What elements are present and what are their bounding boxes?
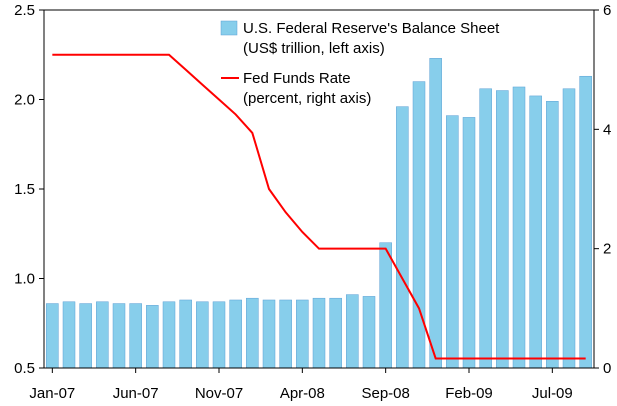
x-axis-tick-label: Jul-09: [532, 385, 573, 402]
bar-Jul-09: [546, 101, 559, 369]
bar-Jul-08: [346, 294, 359, 369]
bar-Jun-09: [529, 95, 542, 369]
legend-bar-sublabel: (US$ trillion, left axis): [243, 40, 385, 57]
bar-Mar-07: [79, 303, 92, 369]
bar-Apr-08: [296, 299, 309, 369]
bar-Oct-07: [196, 301, 209, 369]
axes: 0.5 1.0 1.5 2.0 2.5 0 2 4 6 Jan-07 Jun-07 Nov-07 Apr…: [14, 2, 611, 402]
right-axis-tick-label: 0: [603, 360, 611, 377]
x-axis-tick-label: Nov-07: [195, 385, 243, 402]
bar-Sep-09: [579, 75, 592, 369]
bar-Nov-08: [412, 81, 426, 369]
bar-Jun-07: [129, 303, 142, 369]
bar-Jan-09: [446, 115, 459, 369]
bar-Mar-08: [279, 299, 292, 369]
bar-Dec-07: [229, 299, 242, 369]
bar-Feb-09: [462, 117, 476, 369]
left-axis-tick-label: 2.5: [14, 2, 35, 19]
bar-Aug-09: [562, 88, 576, 369]
bar-Sep-07: [179, 299, 192, 369]
legend-line-sublabel: (percent, right axis): [243, 90, 371, 107]
right-axis-tick-label: 2: [603, 241, 611, 258]
bar-Aug-08: [362, 296, 376, 369]
bar-Apr-09: [496, 90, 509, 369]
left-axis-tick-label: 0.5: [14, 360, 35, 377]
right-axis-tick-label: 4: [603, 121, 611, 138]
x-axis-tick-label: Apr-08: [280, 385, 325, 402]
bar-May-09: [512, 86, 526, 369]
bar-Jan-07: [46, 303, 59, 369]
fed-funds-rate-line: [52, 53, 586, 360]
bar-May-07: [112, 303, 126, 369]
bar-Oct-08: [396, 106, 409, 369]
x-axis-tick-label: Jan-07: [29, 385, 75, 402]
legend: U.S. Federal Reserve's Balance Sheet (US…: [220, 20, 500, 107]
bar-Jun-08: [329, 297, 342, 369]
legend-bar-label: U.S. Federal Reserve's Balance Sheet: [243, 20, 500, 37]
bar-Apr-07: [96, 301, 109, 369]
x-axis-tick-label: Feb-09: [445, 385, 493, 402]
left-axis-tick-label: 1.0: [14, 271, 35, 288]
legend-line-label: Fed Funds Rate: [243, 70, 351, 87]
bar-Jan-08: [246, 297, 259, 369]
left-axis-tick-label: 1.5: [14, 181, 35, 198]
bar-Mar-09: [479, 88, 492, 369]
x-axis-tick-label: Sep-08: [361, 385, 409, 402]
left-axis-tick-label: 2.0: [14, 92, 35, 109]
bar-series: [46, 58, 592, 369]
bar-Nov-07: [212, 301, 226, 369]
bar-May-08: [312, 297, 326, 369]
bar-Sep-08: [379, 242, 392, 369]
legend-bar-swatch: [220, 20, 238, 36]
bar-Dec-08: [429, 58, 442, 369]
bar-Jul-07: [146, 305, 159, 369]
right-axis-tick-label: 6: [603, 2, 611, 19]
bar-Aug-07: [162, 301, 176, 369]
bar-Feb-07: [62, 301, 76, 369]
x-axis-tick-label: Jun-07: [113, 385, 159, 402]
bar-Feb-08: [262, 299, 276, 369]
